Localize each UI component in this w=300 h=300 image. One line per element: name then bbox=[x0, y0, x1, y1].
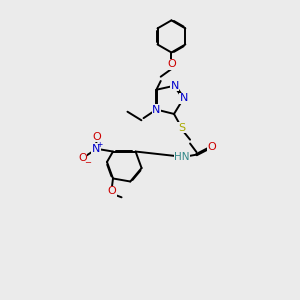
Text: N: N bbox=[179, 93, 188, 103]
Text: O: O bbox=[167, 59, 176, 69]
Text: N: N bbox=[170, 81, 179, 91]
Text: O: O bbox=[208, 142, 216, 152]
Text: O: O bbox=[78, 153, 87, 163]
Text: +: + bbox=[97, 140, 103, 149]
Text: O: O bbox=[92, 131, 101, 142]
Text: O: O bbox=[107, 186, 116, 196]
Text: HN: HN bbox=[174, 152, 190, 162]
Text: S: S bbox=[178, 123, 185, 133]
Text: N: N bbox=[92, 144, 100, 154]
Text: N: N bbox=[152, 105, 160, 115]
Text: −: − bbox=[84, 158, 91, 167]
